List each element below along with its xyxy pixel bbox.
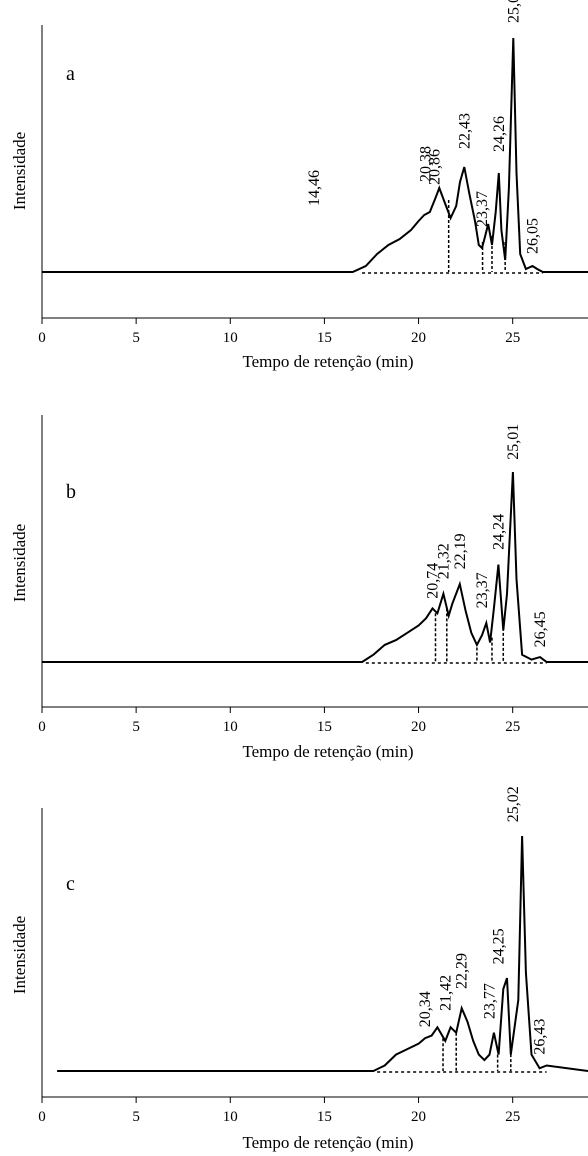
- peak-label: 21,42: [437, 975, 454, 1011]
- x-tick-label: 10: [223, 330, 238, 346]
- y-axis-label-a: Intensidade: [10, 132, 29, 210]
- x-tick-label: 5: [132, 1109, 140, 1125]
- x-ticks-b: 0 5 10 15 20 25: [38, 707, 520, 735]
- panel-a: a Intensidade Tempo de retenção (min) 0 5…: [10, 0, 588, 371]
- peak-label: 24,26: [491, 116, 508, 152]
- x-axis-label-c: Tempo de retenção (min): [242, 1133, 413, 1152]
- peak-label: 20,34: [417, 991, 434, 1027]
- x-axis-label-b: Tempo de retenção (min): [242, 742, 413, 761]
- peak-label: 20,74: [425, 563, 442, 599]
- x-tick-label: 0: [38, 719, 46, 735]
- x-tick-label: 25: [505, 719, 520, 735]
- peak-label: 24,25: [491, 928, 508, 964]
- chromatogram-trace-c: [57, 835, 588, 1072]
- peak-label: 20,38: [418, 146, 435, 182]
- panel-label-a: a: [66, 63, 75, 85]
- peak-label: 14,46: [306, 170, 323, 206]
- peak-label: 24,24: [490, 514, 507, 550]
- x-tick-label: 25: [505, 1109, 520, 1125]
- x-tick-label: 20: [411, 1109, 426, 1125]
- panel-label-c: c: [66, 873, 75, 895]
- chromatogram-trace-b: [42, 471, 588, 663]
- x-ticks-c: 0 5 10 15 20 25: [38, 1097, 520, 1125]
- x-tick-label: 15: [317, 330, 332, 346]
- peak-markers-c: [442, 1032, 512, 1071]
- peak-label: 25,01: [505, 424, 522, 460]
- x-axis-label-a: Tempo de retenção (min): [242, 352, 413, 371]
- peak-label: 22,29: [454, 953, 471, 989]
- peak-label: 20,86: [427, 149, 444, 185]
- peak-label: 25,02: [505, 786, 522, 822]
- peak-label: 22,19: [452, 533, 469, 569]
- peak-label: 23,37: [474, 191, 491, 227]
- panel-label-b: b: [66, 481, 76, 503]
- x-tick-label: 25: [505, 330, 520, 346]
- x-tick-label: 20: [411, 330, 426, 346]
- x-tick-label: 10: [223, 1109, 238, 1125]
- peak-label: 26,43: [532, 1019, 549, 1055]
- peak-label: 25,03: [505, 0, 522, 23]
- peak-label: 23,77: [482, 983, 499, 1019]
- x-tick-label: 5: [132, 719, 140, 735]
- x-tick-label: 15: [317, 1109, 332, 1125]
- peak-label: 23,37: [474, 572, 491, 608]
- x-tick-label: 5: [132, 330, 140, 346]
- peak-label: 21,32: [435, 543, 452, 579]
- x-tick-label: 10: [223, 719, 238, 735]
- peak-label: 26,05: [525, 218, 542, 254]
- peak-markers-b: [434, 608, 505, 662]
- y-axis-label-c: Intensidade: [10, 916, 29, 994]
- x-ticks-a: 0 5 10 15 20 25: [38, 318, 520, 346]
- x-tick-label: 20: [411, 719, 426, 735]
- panel-b: b Intensidade Tempo de retenção (min) 0 5…: [10, 415, 588, 761]
- chromatogram-trace-a: [42, 37, 588, 273]
- peak-label: 26,45: [532, 611, 549, 647]
- x-tick-label: 0: [38, 1109, 46, 1125]
- x-tick-label: 15: [317, 719, 332, 735]
- y-axis-label-b: Intensidade: [10, 524, 29, 602]
- peak-label: 22,43: [456, 113, 473, 149]
- panel-c: c Intensidade Tempo de retenção (min) 0 5…: [10, 786, 588, 1152]
- x-tick-label: 0: [38, 330, 46, 346]
